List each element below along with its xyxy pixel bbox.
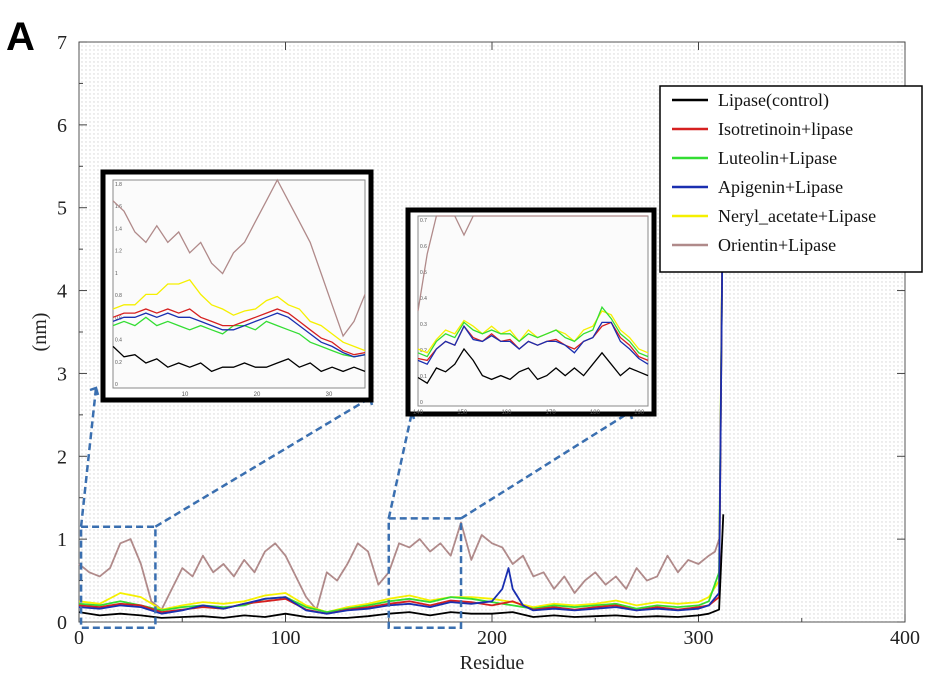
inset-tick-label: 150 [457, 410, 468, 416]
x-tick-label: 0 [74, 627, 84, 649]
inset-series-a0 [112, 345, 366, 373]
y-tick-label: 5 [57, 198, 67, 220]
series-line-4 [78, 133, 725, 613]
inset-plot-0 [112, 179, 366, 389]
legend-label: Neryl_acetate+Lipase [718, 206, 876, 226]
zoom-box-1 [387, 517, 463, 630]
insets: 10 20 30 1.8 1.6 1.4 1.2 1 0.8 0.6 0.4 0.2 0 140 150 16… [100, 169, 657, 417]
inset-y-tick-label: 1.8 [115, 182, 122, 188]
zoom-connector [387, 411, 414, 519]
x-tick-label: 400 [890, 627, 920, 649]
inset-tick-label: 180 [590, 410, 601, 416]
inset-tick-label: 10 [182, 392, 189, 398]
y-tick-label: 1 [57, 529, 67, 551]
inset-y-tick-label: 0.4 [420, 296, 427, 302]
inset-tick-label: 30 [326, 392, 333, 398]
y-tick-label: 2 [57, 446, 67, 468]
legend-label: Orientin+Lipase [718, 235, 836, 255]
inset-y-tick-label: 1.2 [115, 249, 122, 255]
x-tick-label: 200 [477, 627, 507, 649]
panel-label: A [6, 15, 35, 59]
series-line-3 [78, 149, 725, 615]
inset-y-tick-label: 0.2 [115, 360, 122, 366]
x-tick-label: 300 [684, 627, 714, 649]
inset-series-b2 [417, 305, 649, 358]
x-tick-label: 100 [271, 627, 301, 649]
inset-y-tick-label: 0.6 [420, 244, 427, 250]
inset-series-a3 [112, 312, 366, 358]
legend-box [659, 85, 923, 273]
inset-y-tick-label: 0 [420, 400, 423, 406]
inset-series-a5 [112, 178, 366, 338]
series-line-2 [78, 157, 725, 613]
legend-label: Luteolin+Lipase [718, 148, 837, 168]
inset-y-tick-label: 0.7 [420, 218, 427, 224]
inset-y-tick-label: 0.1 [420, 374, 427, 380]
inset-tick-label: 190 [634, 410, 645, 416]
inset-series-a1 [112, 308, 366, 356]
inset-y-tick-label: 1 [115, 271, 118, 277]
legend-label: Isotretinoin+lipase [718, 119, 853, 139]
inset-y-tick-label: 0.8 [115, 293, 122, 299]
inset-y-tick-label: 1.6 [115, 204, 122, 210]
inset-y-tick-label: 0 [115, 382, 118, 388]
inset-series-a4 [112, 279, 366, 352]
zoom-arrowhead [89, 386, 100, 396]
zoom-box-0 [79, 525, 157, 630]
y-tick-label: 6 [57, 115, 67, 137]
series-line-5 [78, 521, 720, 611]
zoom-connector [460, 410, 631, 520]
inset-tick-label: 20 [254, 392, 261, 398]
inset-y-tick-label: 1.4 [115, 226, 122, 232]
zoom-connector [154, 396, 371, 528]
series-layer [78, 133, 725, 619]
inset-y-tick-label: 0.3 [420, 322, 427, 328]
y-tick-label: 7 [57, 32, 67, 54]
inset-tick-label: 140 [413, 410, 424, 416]
inset-series-b0 [417, 347, 649, 385]
inset-tick-label: 160 [501, 410, 512, 416]
zoom-connector [79, 387, 98, 527]
legend-label: Apigenin+Lipase [718, 177, 843, 197]
y-tick-label: 4 [57, 281, 67, 303]
x-axis-label: Residue [460, 652, 525, 674]
inset-series-a2 [112, 316, 366, 358]
y-tick-label: 3 [57, 363, 67, 385]
inset-series-b5 [417, 215, 648, 312]
y-axis-label: (nm) [29, 313, 51, 352]
inset-plot-1 [417, 215, 649, 407]
inset-y-tick-label: 0.6 [115, 315, 122, 321]
inset-series-b3 [417, 321, 649, 366]
inset-series-b4 [417, 310, 649, 354]
zoom-indicators [79, 386, 634, 630]
inset-y-tick-label: 0.4 [115, 338, 122, 344]
legend-label: Lipase(control) [718, 90, 829, 111]
legend: Lipase(control) Isotretinoin+lipase Luteol… [659, 85, 923, 273]
series-line-0 [78, 514, 725, 619]
inset-tick-label: 170 [546, 410, 557, 416]
y-tick-label: 0 [57, 612, 67, 634]
